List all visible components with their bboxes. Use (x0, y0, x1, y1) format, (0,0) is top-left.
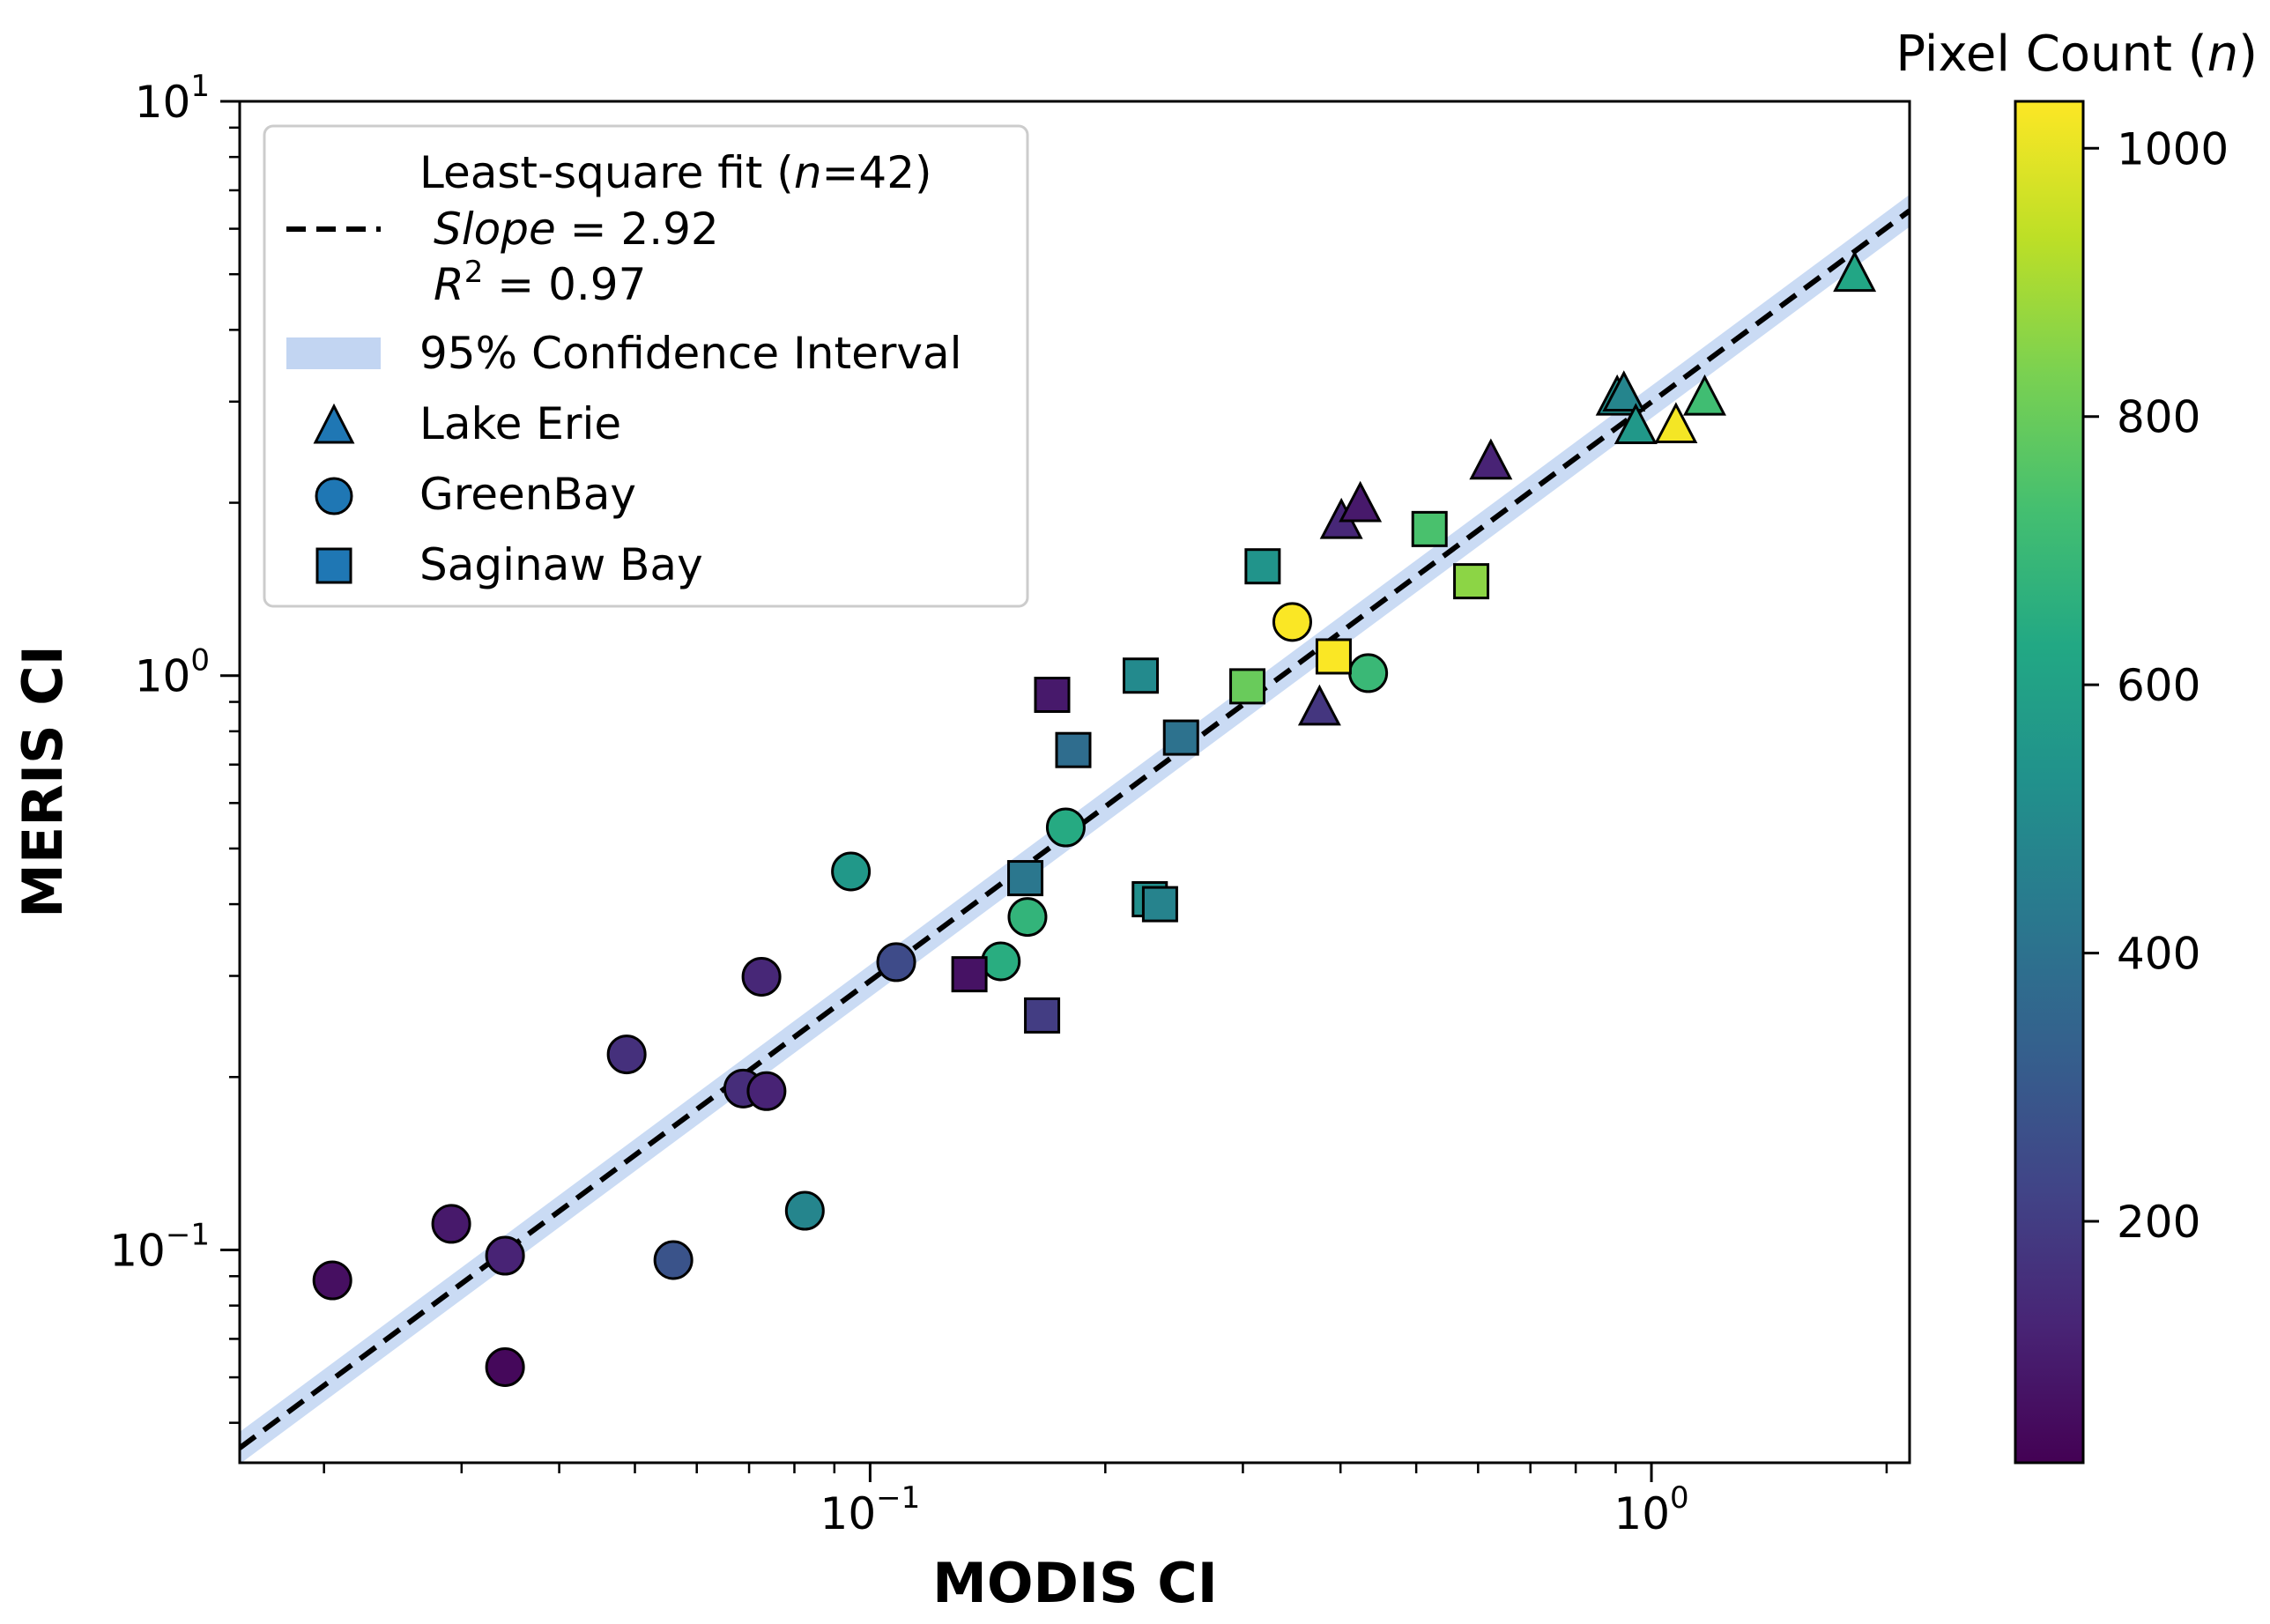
greenbay-point (1348, 653, 1389, 693)
saginaw-bay-point (1453, 563, 1490, 600)
colorbar-tick-label: 1000 (2117, 123, 2229, 174)
greenbay-point (485, 1235, 525, 1276)
greenbay-point (653, 1240, 694, 1280)
legend-greenbay-marker (315, 477, 353, 515)
y-tick-label: 101 (135, 69, 210, 128)
lake-erie-point (1469, 438, 1513, 480)
saginaw-bay-point (1315, 638, 1352, 675)
y-axis-label: MERIS CI (11, 645, 75, 918)
legend-greenbay-label: GreenBay (419, 469, 636, 520)
greenbay-point (876, 942, 916, 983)
saginaw-bay-point (1034, 676, 1071, 713)
greenbay-point (312, 1260, 352, 1301)
colorbar: 200 400 600 800 1000 Pixel Count (n) (1895, 26, 2258, 1465)
greenbay-point (1007, 897, 1048, 938)
lake-erie-point (1683, 374, 1726, 416)
x-axis-label: MODIS CI (932, 1551, 1218, 1615)
saginaw-bay-point (1122, 657, 1159, 694)
saginaw-bay-point (1024, 997, 1061, 1034)
lake-erie-point (1297, 684, 1341, 726)
greenbay-point (431, 1204, 471, 1244)
legend-lake-erie-marker (313, 403, 355, 444)
legend-r2-label: R2 = 0.97 (434, 255, 646, 310)
colorbar-tick-label: 200 (2117, 1197, 2200, 1248)
greenbay-point (1272, 602, 1312, 642)
greenbay-point (831, 851, 872, 892)
lake-erie-point (1613, 403, 1658, 445)
y-tick-label: 100 (135, 643, 210, 702)
x-tick-label: 100 (1613, 1480, 1688, 1539)
lake-erie-point (1654, 402, 1698, 443)
axes-frame (238, 100, 1911, 1465)
greenbay-point (981, 941, 1021, 982)
colorbar-ticks: 200 400 600 800 1000 (2083, 123, 2229, 1248)
saginaw-bay-point (1007, 860, 1044, 897)
greenbay-point (606, 1034, 647, 1075)
colorbar-gradient (2014, 100, 2085, 1465)
greenbay-point (1045, 807, 1086, 848)
data-points (312, 250, 1877, 1388)
legend-fit-label: Least-square fit (n=42) (419, 147, 932, 198)
legend-saginaw-label: Saginaw Bay (419, 539, 703, 590)
legend-slope-label: Slope = 2.92 (434, 204, 719, 255)
greenbay-point (741, 956, 782, 997)
legend-saginaw-marker (315, 547, 352, 584)
colorbar-tick-label: 600 (2117, 660, 2200, 711)
x-axis-ticks: 10−1 100 (323, 1463, 1888, 1539)
lake-erie-point (1833, 250, 1877, 293)
greenbay-point (746, 1071, 787, 1111)
y-axis-ticks: 10−1 100 101 (109, 69, 240, 1424)
saginaw-bay-point (1229, 668, 1266, 705)
colorbar-tick-label: 800 (2117, 392, 2200, 443)
greenbay-point (485, 1347, 525, 1388)
legend: Least-square fit (n=42) Slope = 2.92 R2 … (263, 124, 1029, 608)
saginaw-bay-point (1244, 548, 1281, 585)
saginaw-bay-point (1141, 886, 1178, 923)
y-tick-label: 10−1 (109, 1217, 210, 1276)
x-tick-label: 10−1 (820, 1480, 921, 1539)
legend-ci-swatch (286, 337, 381, 369)
saginaw-bay-point (1411, 510, 1448, 547)
saginaw-bay-point (1055, 731, 1092, 768)
legend-lake-erie-label: Lake Erie (419, 398, 621, 449)
lake-erie-point (1602, 370, 1646, 412)
lake-erie-point (1339, 480, 1383, 523)
saginaw-bay-point (951, 956, 988, 993)
saginaw-bay-point (1162, 719, 1199, 756)
legend-box (263, 124, 1029, 608)
colorbar-tick-label: 400 (2117, 929, 2200, 980)
colorbar-title: Pixel Count (n) (1895, 26, 2258, 83)
legend-ci-label: 95% Confidence Interval (419, 328, 962, 379)
greenbay-point (784, 1190, 825, 1231)
